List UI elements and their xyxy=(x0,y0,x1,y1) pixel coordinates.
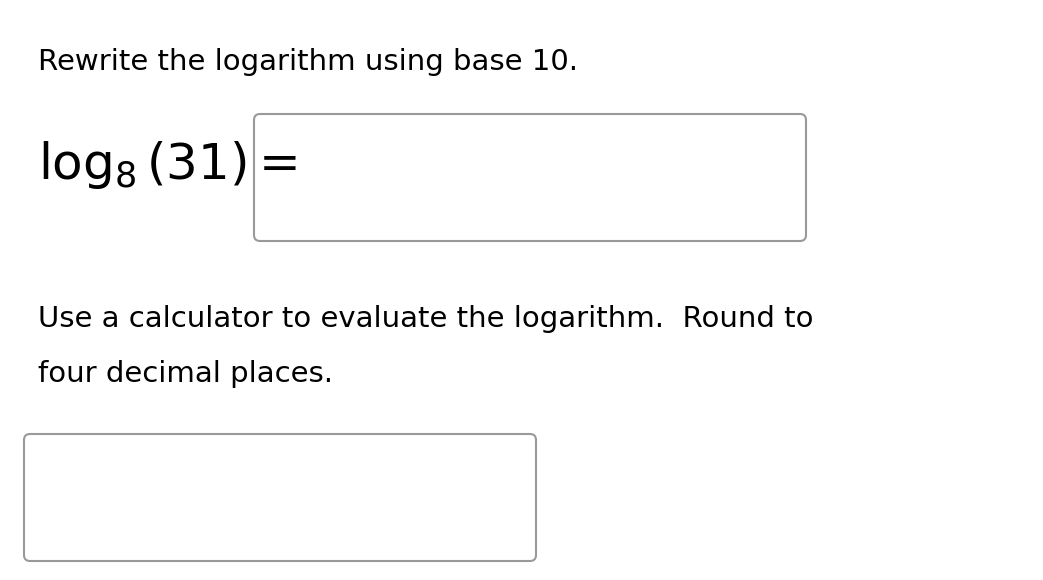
Text: Use a calculator to evaluate the logarithm.  Round to: Use a calculator to evaluate the logarit… xyxy=(38,305,814,333)
Text: four decimal places.: four decimal places. xyxy=(38,360,333,388)
Text: Rewrite the logarithm using base 10.: Rewrite the logarithm using base 10. xyxy=(38,48,578,76)
FancyBboxPatch shape xyxy=(24,434,536,561)
Text: $\log_8(31) =$: $\log_8(31) =$ xyxy=(38,139,297,191)
FancyBboxPatch shape xyxy=(254,114,806,241)
